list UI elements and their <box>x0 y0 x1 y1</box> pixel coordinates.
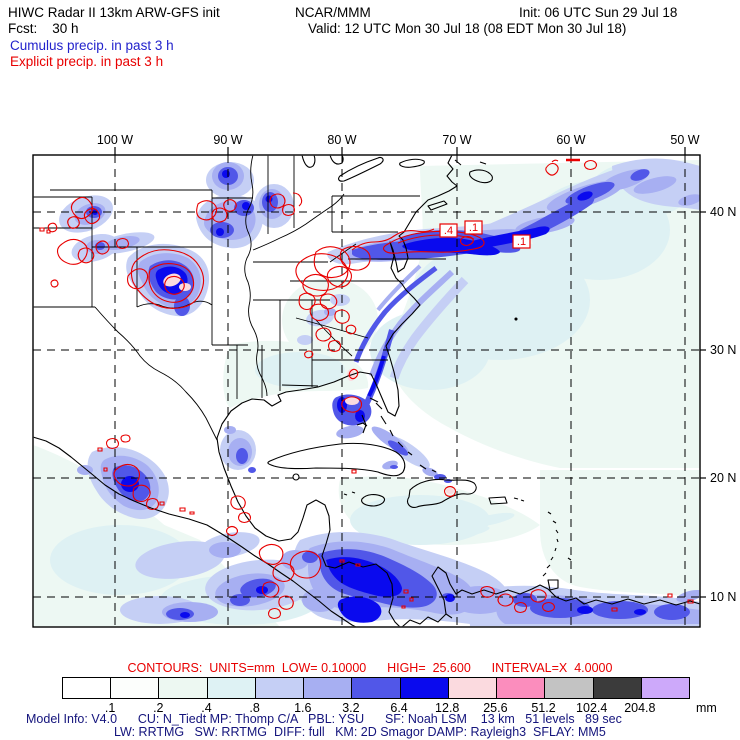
cumulus-legend: Cumulus precip. in past 3 h <box>10 38 174 53</box>
colorbar-cell <box>400 678 449 698</box>
colorbar-tick-label: 204.8 <box>624 701 656 715</box>
lon-label: 90 W <box>213 133 242 147</box>
colorbar-tick-label: 3.2 <box>342 701 360 715</box>
lat-label: 10 N <box>710 590 736 604</box>
colorbar-tick-label: 1.6 <box>294 701 312 715</box>
contour-label: .1 <box>469 222 478 234</box>
colorbar-tick-label: 12.8 <box>435 701 460 715</box>
plot-title: HIWC Radar II 13km ARW-GFS init <box>8 5 220 20</box>
colorbar-cell <box>641 678 690 698</box>
colorbar-labels: .1 .2 .4 .8 1.6 3.2 6.4 12.8 25.6 51.2 102.4 204.8 m… <box>0 701 740 715</box>
colorbar-tick-label: 102.4 <box>576 701 608 715</box>
colorbar-cell <box>111 678 160 698</box>
colorbar-tick-label: 25.6 <box>483 701 508 715</box>
colorbar-unit-label: mm <box>696 701 717 715</box>
lon-label: 60 W <box>556 133 585 147</box>
contour-label: .4 <box>444 225 453 237</box>
lon-label: 50 W <box>670 133 699 147</box>
colorbar-cell <box>207 678 256 698</box>
precip-map: .4 .1 .1 100 W 90 W 80 W 70 W 60 W 50 W … <box>32 133 736 628</box>
colorbar-cell <box>593 678 642 698</box>
colorbar-tick-label: 6.4 <box>390 701 408 715</box>
forecast-hour: Fcst: 30 h <box>8 21 79 36</box>
axis-labels: 100 W 90 W 80 W 70 W 60 W 50 W 40 N 30 N… <box>97 133 736 604</box>
colorbar-cell <box>255 678 305 698</box>
graticule <box>33 155 700 627</box>
colorbar-tick-label: .1 <box>104 701 116 715</box>
contours-info-line: CONTOURS: UNITS=mm LOW= 0.10000 HIGH= 25… <box>127 661 613 675</box>
model-info-line1: Model Info: V4.0 CU: N_Tiedt MP: Thomp C… <box>26 712 622 726</box>
colorbar <box>62 677 690 699</box>
valid-time: Valid: 12 UTC Mon 30 Jul 18 (08 EDT Mon … <box>308 21 627 36</box>
precip-shading <box>33 158 700 627</box>
colorbar-tick-label: .8 <box>249 701 260 715</box>
colorbar-tick-label: 51.2 <box>531 701 556 715</box>
lat-label: 40 N <box>710 205 736 219</box>
colorbar-cell <box>545 678 594 698</box>
explicit-legend: Explicit precip. in past 3 h <box>10 54 164 69</box>
contour-label-boxes: .4 .1 .1 <box>439 220 531 249</box>
lon-label: 70 W <box>442 133 471 147</box>
map-border <box>32 154 701 628</box>
latlon-ticks <box>114 147 706 598</box>
colorbar-cell <box>448 678 498 698</box>
colorbar-tick-label: .2 <box>153 701 164 715</box>
lat-label: 20 N <box>710 471 736 485</box>
init-time: Init: 06 UTC Sun 29 Jul 18 <box>519 5 678 20</box>
colorbar-cell <box>63 678 112 698</box>
lat-label: 30 N <box>710 343 736 357</box>
lon-label: 100 W <box>97 133 133 147</box>
colorbar-cell <box>159 678 208 698</box>
colorbar-cell <box>352 678 401 698</box>
explicit-precip-contours <box>39 158 694 620</box>
colorbar-tick-label: .4 <box>201 701 212 715</box>
contour-label: .1 <box>517 236 526 248</box>
model-info-line2: LW: RRTMG SW: RRTMG DIFF: full KM: 2D Sm… <box>114 725 606 739</box>
org-label: NCAR/MMM <box>295 5 371 20</box>
colorbar-cell <box>497 678 546 698</box>
lon-label: 80 W <box>327 133 356 147</box>
colorbar-cell <box>304 678 353 698</box>
